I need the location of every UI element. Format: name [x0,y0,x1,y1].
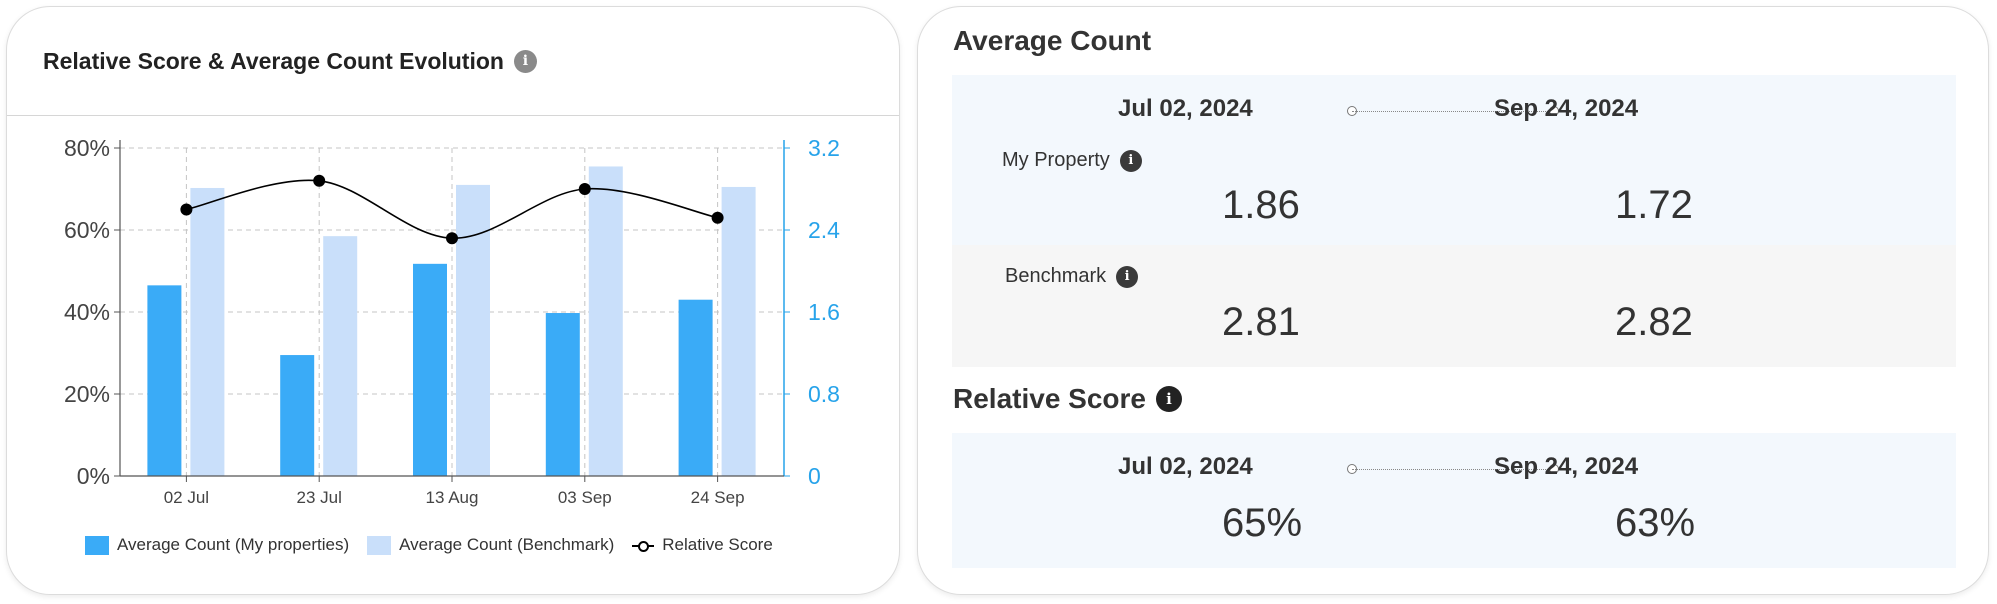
x-axis-tick-label: 13 Aug [426,488,479,507]
right-axis-tick-label: 2.4 [808,217,840,243]
info-icon[interactable]: i [513,49,537,73]
rel-date-end: Sep 24, 2024 [1494,453,1639,480]
bar-my-properties [545,313,580,476]
x-axis-tick-label: 03 Sep [558,488,612,507]
relative-score-end-value: 63% [1615,501,1696,545]
legend-item-my-properties[interactable]: Average Count (My properties) [85,535,349,555]
bar-my-properties [678,299,713,476]
my-property-label-text: My Property [1002,149,1110,171]
relative-score-start-value: 65% [1222,501,1303,545]
relative-score-info-icon[interactable]: i [1156,386,1182,412]
legend-label-benchmark: Average Count (Benchmark) [399,535,615,554]
bar-benchmark [323,236,358,476]
relative-score-point [313,174,326,187]
average-count-panel: Jul 02, 2024 Sep 24, 2024 My Property i … [952,75,1956,367]
relative-score-point [446,232,458,245]
chart-legend: Average Count (My properties) Average Co… [85,535,791,555]
legend-swatch-my-properties [85,535,109,555]
my-property-info-icon[interactable]: i [1119,149,1142,172]
average-count-title-text: Average Count [953,25,1152,56]
bar-my-properties [413,263,447,476]
right-axis-tick-label: 1.6 [808,299,840,325]
right-axis-tick-label: 0 [808,463,821,489]
my-property-label: My Property i [1002,149,1142,172]
left-axis-tick-label: 80% [64,135,110,161]
bar-my-properties [147,285,182,476]
relative-score-title: Relative Score i [953,383,1182,415]
my-property-end-value: 1.72 [1615,183,1693,227]
benchmark-row: Benchmark i 2.81 2.82 [952,245,1956,367]
legend-label-my-properties: Average Count (My properties) [117,535,350,554]
summary-card: Average Count Jul 02, 2024 Sep 24, 2024 … [917,6,1989,595]
right-axis-tick-label: 3.2 [808,135,840,161]
left-axis-tick-label: 40% [64,299,110,325]
relative-score-point [180,203,193,216]
x-axis-tick-label: 24 Sep [691,488,745,507]
chart-title: Relative Score & Average Count Evolution [43,47,504,74]
left-axis-tick-label: 60% [64,217,110,243]
legend-item-relative-score[interactable]: Relative Score [632,535,773,555]
combo-chart: 0% 0 20% 0.8 40% 1.6 60% 2.4 80% 3.2 02 Jul 23 Jul 1… [64,135,840,507]
legend-swatch-relative-score [632,536,655,555]
rel-date-start: Jul 02, 2024 [1118,453,1253,480]
bar-my-properties [280,355,315,476]
relative-score-point [711,211,724,224]
legend-item-benchmark[interactable]: Average Count (Benchmark) [367,535,614,555]
avg-range-end-dot [1549,106,1559,116]
benchmark-info-icon[interactable]: i [1116,265,1139,288]
relative-score-panel: Jul 02, 2024 Sep 24, 2024 65% 63% [952,433,1956,568]
x-axis-tick-label: 02 Jul [164,488,209,507]
bar-benchmark [721,186,756,476]
bar-benchmark [456,184,490,476]
right-axis-tick-label: 0.8 [808,381,840,407]
avg-range-connector [1352,111,1556,112]
my-property-row: Jul 02, 2024 Sep 24, 2024 My Property i … [952,75,1956,245]
benchmark-end-value: 2.82 [1615,300,1693,344]
bar-benchmark [190,187,225,476]
left-axis-tick-label: 0% [77,463,110,489]
chart-card: Relative Score & Average Count Evolution… [6,6,900,595]
relative-score-title-text: Relative Score [953,383,1146,414]
rel-range-end-dot [1549,464,1559,474]
legend-label-relative-score: Relative Score [662,535,773,554]
legend-swatch-benchmark [367,535,392,555]
rel-range-connector [1352,469,1556,470]
benchmark-label: Benchmark i [1005,265,1139,288]
relative-score-point [578,183,591,195]
average-count-title: Average Count [953,25,1151,57]
my-property-start-value: 1.86 [1222,183,1300,227]
bar-benchmark [588,166,623,476]
benchmark-start-value: 2.81 [1222,300,1300,344]
left-axis-tick-label: 20% [64,381,110,407]
benchmark-label-text: Benchmark [1005,265,1107,287]
chart-card-header: Relative Score & Average Count Evolution… [7,7,899,116]
x-axis-tick-label: 23 Jul [297,488,342,507]
avg-date-end: Sep 24, 2024 [1494,95,1639,122]
avg-date-start: Jul 02, 2024 [1118,95,1253,122]
